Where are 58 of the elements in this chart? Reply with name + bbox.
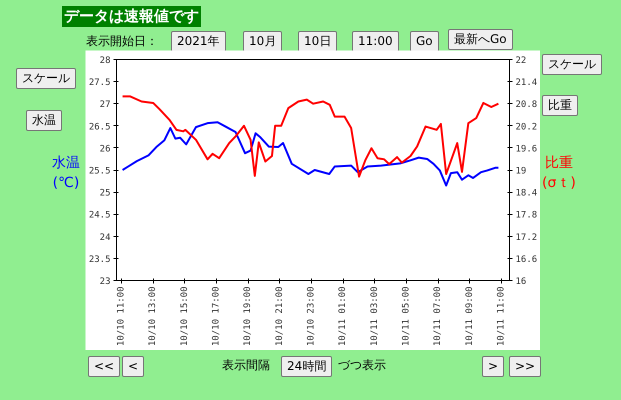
text: << [88, 356, 120, 378]
line-series [122, 121, 500, 186]
x-tick-label: 10/11 07:00 [433, 286, 444, 346]
y-tick-label: 26.5 [88, 122, 111, 132]
y-axis-title: 水温 (℃) [52, 154, 80, 193]
y2-tick-label: 17.8 [516, 210, 538, 221]
text: 2021年 [171, 31, 226, 52]
text: 水温 [26, 110, 62, 132]
y2-tick-label: 16 [516, 277, 526, 287]
text: >> [509, 356, 542, 378]
y2-tick-label: 20.8 [516, 100, 538, 110]
x-tick-label: 10/10 17:00 [212, 286, 222, 346]
y-tick-label: 23.5 [88, 254, 111, 265]
x-tick-label: 10/11 03:00 [370, 286, 380, 346]
x-tick-label: 10/11 11:00 [496, 286, 507, 346]
text: 表示開始日： [86, 33, 158, 50]
text: 比重 [542, 95, 578, 116]
text: 10日 [298, 31, 338, 52]
x-tick-label: 10/11 05:00 [402, 286, 412, 346]
text: 11:00 [352, 31, 399, 52]
y-tick-label: 24 [100, 232, 111, 243]
text: づつ表示 [338, 357, 386, 374]
y2-tick-label: 22 [516, 56, 526, 66]
y2-tick-label: 18.4 [516, 188, 538, 199]
y2-tick-label: 17.2 [516, 232, 538, 243]
y2-tick-label: 16.6 [516, 254, 538, 265]
x-tick-label: 10/10 11:00 [116, 286, 127, 346]
chart-title: データは速報値です [62, 6, 201, 28]
y2-tick-label: 20.2 [516, 122, 538, 132]
y2-tick-label: 19 [516, 166, 526, 176]
x-tick-label: 10/10 13:00 [148, 286, 158, 346]
text: 最新へGo [448, 29, 513, 50]
text: 10月 [243, 31, 282, 52]
y-tick-label: 27 [100, 100, 111, 110]
x-tick-label: 10/11 09:00 [464, 286, 475, 346]
x-tick-label: 10/10 15:00 [180, 286, 190, 346]
text: < [122, 356, 144, 378]
text: スケール [16, 68, 76, 90]
y2-axis-title: 比重 (σｔ) [542, 154, 576, 193]
y-tick-label: 28 [100, 56, 111, 66]
text: Go [410, 31, 439, 52]
text: スケール [542, 54, 602, 76]
text: > [482, 356, 504, 378]
y-tick-label: 24.5 [88, 210, 111, 221]
y-tick-label: 27.5 [88, 78, 111, 88]
x-tick-label: 10/10 19:00 [243, 286, 254, 346]
y-tick-label: 26 [100, 144, 111, 154]
line-series [122, 95, 500, 178]
x-tick-label: 10/10 21:00 [274, 286, 285, 346]
text: 表示間隔 [222, 357, 270, 374]
y-tick-label: 25 [100, 188, 111, 199]
text: 24時間 [281, 356, 332, 378]
y-tick-label: 25.5 [88, 166, 111, 176]
y-tick-label: 23 [100, 277, 111, 287]
y2-tick-label: 21.4 [516, 78, 538, 88]
y2-tick-label: 19.6 [516, 144, 538, 154]
x-tick-label: 10/10 23:00 [306, 286, 317, 346]
x-tick-label: 10/11 01:00 [338, 286, 348, 346]
